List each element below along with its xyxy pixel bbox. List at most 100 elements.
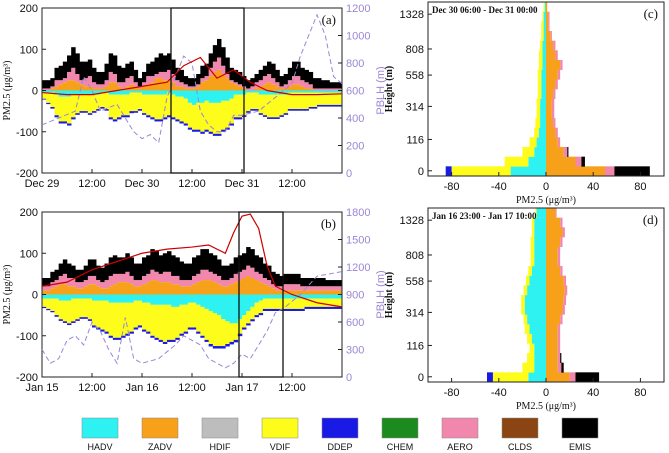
bar-ddep bbox=[183, 331, 189, 334]
bar-zadv bbox=[546, 147, 564, 157]
bar-zadv bbox=[546, 208, 556, 218]
bar-hadv bbox=[333, 294, 339, 299]
bar-aero bbox=[179, 280, 184, 287]
bar-hadv bbox=[337, 90, 343, 93]
y-tick-label: 808 bbox=[406, 44, 424, 56]
bar-aero bbox=[304, 286, 309, 291]
bar-emis bbox=[183, 76, 189, 85]
bar-emis bbox=[212, 45, 218, 62]
y-tick-label: -100 bbox=[16, 127, 38, 139]
bar-zadv bbox=[58, 84, 64, 91]
bar-hadv bbox=[125, 294, 130, 303]
bar-emis bbox=[200, 65, 205, 79]
highlight-window bbox=[170, 7, 245, 174]
bar-ddep bbox=[217, 346, 222, 349]
bar-vdif bbox=[521, 295, 525, 305]
pblh-tick-label: 1800 bbox=[346, 207, 370, 219]
bar-ddep bbox=[275, 117, 280, 119]
bar-ddep bbox=[42, 306, 47, 309]
bar-ddep bbox=[125, 333, 130, 336]
bar-hadv bbox=[71, 294, 76, 299]
bar-ddep bbox=[92, 325, 97, 328]
bar-ddep bbox=[100, 107, 105, 109]
bar-zadv bbox=[262, 284, 268, 295]
bar-hadv bbox=[187, 294, 193, 303]
bar-zadv bbox=[100, 288, 105, 295]
bar-vdif bbox=[117, 302, 122, 338]
bar-ddep bbox=[321, 104, 326, 107]
bar-ddep bbox=[258, 113, 264, 115]
x-tick-label: 0 bbox=[543, 387, 549, 399]
bar-aero bbox=[187, 280, 193, 287]
bar-vdif bbox=[233, 94, 239, 118]
bar-vdif bbox=[162, 304, 168, 342]
bar-ddep bbox=[104, 331, 109, 334]
x-tick-label: 80 bbox=[634, 181, 646, 193]
bar-emis bbox=[262, 263, 268, 278]
bar-aero bbox=[562, 304, 565, 315]
bar-vdif bbox=[308, 92, 314, 107]
bar-aero bbox=[308, 286, 314, 291]
bar-ddep bbox=[133, 111, 139, 113]
bar-aero bbox=[605, 166, 615, 177]
bar-hadv bbox=[125, 90, 130, 95]
bar-hadv bbox=[62, 294, 68, 301]
bar-aero bbox=[83, 280, 89, 287]
bar-ddep bbox=[137, 325, 143, 328]
bar-hadv bbox=[329, 90, 334, 93]
bar-hadv bbox=[540, 98, 546, 109]
bar-zadv bbox=[104, 288, 109, 295]
bar-ddep bbox=[337, 104, 343, 107]
bar-emis bbox=[75, 269, 80, 283]
bar-emis bbox=[50, 78, 55, 87]
bar-emis bbox=[92, 67, 97, 83]
x-tick-label: Jan 16 bbox=[125, 382, 158, 394]
bar-aero bbox=[92, 275, 97, 285]
bar-emis bbox=[142, 257, 147, 276]
bar-hadv bbox=[262, 90, 268, 95]
bar-vdif bbox=[523, 285, 528, 296]
x-tick-label: 40 bbox=[587, 387, 599, 399]
bar-vdif bbox=[167, 92, 172, 116]
bar-aero bbox=[108, 71, 114, 83]
bar-hadv bbox=[167, 294, 172, 305]
bar-zadv bbox=[171, 284, 176, 295]
bar-emis bbox=[296, 61, 301, 77]
bar-zadv bbox=[546, 2, 548, 12]
bar-zadv bbox=[279, 290, 284, 295]
bar-aero bbox=[137, 86, 143, 89]
bar-hadv bbox=[200, 294, 205, 307]
bar-hadv bbox=[325, 90, 330, 93]
bar-aero bbox=[555, 127, 558, 138]
bar-ddep bbox=[79, 111, 84, 113]
bar-zadv bbox=[546, 256, 558, 267]
bar-zadv bbox=[546, 333, 558, 344]
bar-hadv bbox=[212, 90, 218, 103]
bar-aero bbox=[112, 74, 118, 83]
bar-emis bbox=[196, 74, 201, 85]
bar-zadv bbox=[129, 84, 134, 91]
bar-zadv bbox=[158, 78, 164, 91]
bar-ddep bbox=[267, 117, 272, 119]
bar-hadv bbox=[187, 90, 193, 103]
bar-vdif bbox=[527, 353, 535, 363]
bar-zadv bbox=[200, 280, 205, 295]
bar-aero bbox=[560, 266, 563, 276]
bar-vdif bbox=[246, 92, 251, 112]
bar-zadv bbox=[117, 282, 122, 295]
bar-vdif bbox=[179, 304, 184, 334]
bar-zadv bbox=[112, 284, 118, 295]
bar-emis bbox=[154, 251, 159, 272]
bar-emis bbox=[250, 249, 255, 268]
bar-emis bbox=[254, 74, 259, 83]
bar-vdif bbox=[525, 275, 530, 286]
bar-zadv bbox=[117, 86, 122, 91]
bar-emis bbox=[104, 263, 109, 281]
bar-vdif bbox=[204, 308, 209, 340]
bar-zadv bbox=[329, 290, 334, 295]
bar-zadv bbox=[121, 282, 126, 295]
bar-vdif bbox=[225, 321, 230, 344]
y-tick-label: 558 bbox=[406, 276, 424, 288]
bar-vdif bbox=[540, 40, 543, 51]
bar-zadv bbox=[54, 286, 59, 295]
